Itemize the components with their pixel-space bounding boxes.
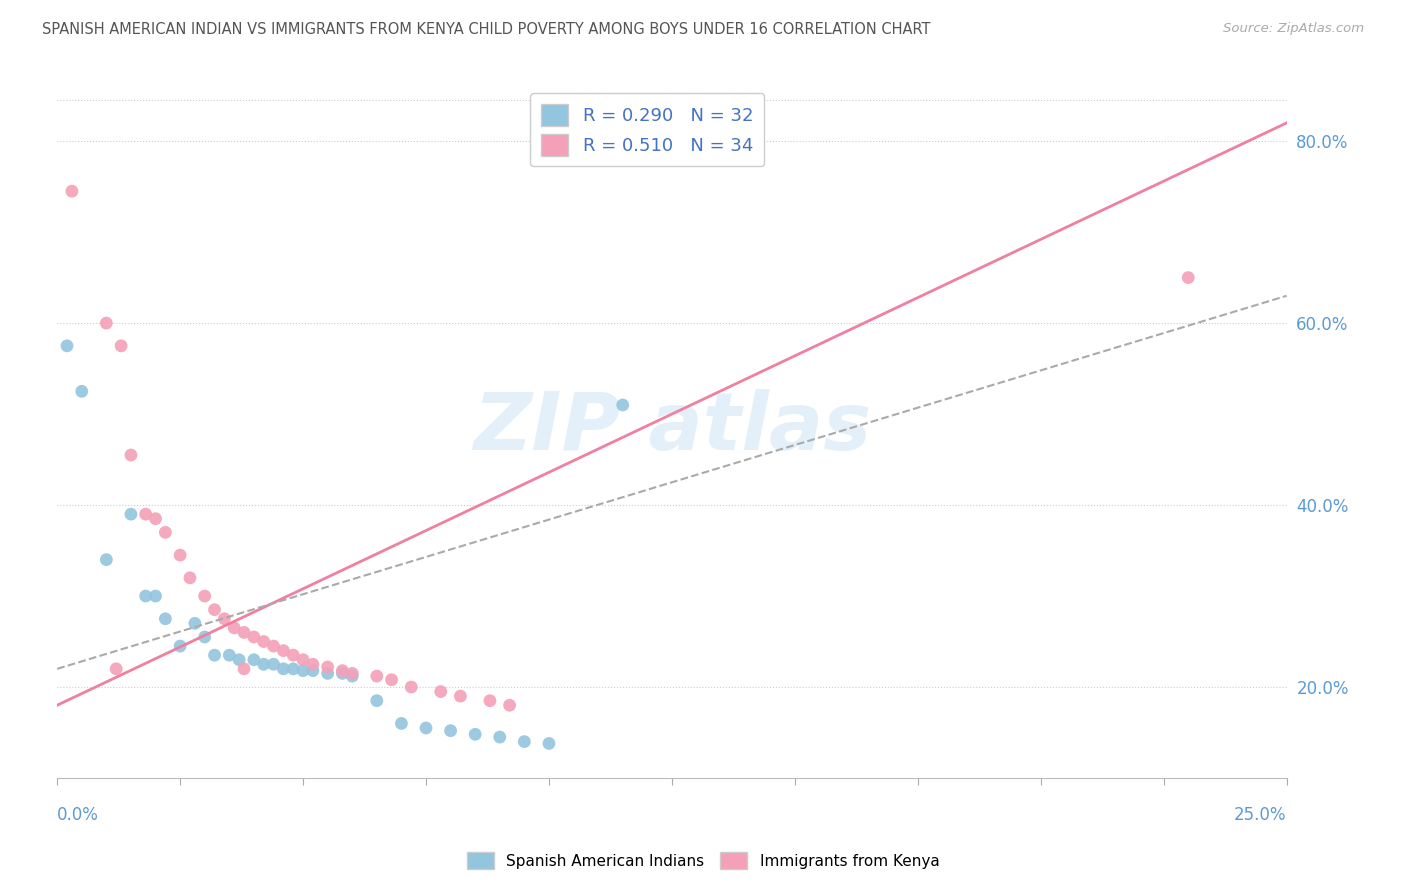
Point xyxy=(449,689,471,703)
Point xyxy=(228,653,250,667)
Point xyxy=(415,721,437,735)
Point xyxy=(194,589,217,603)
Point xyxy=(429,684,451,698)
Text: ZIP atlas: ZIP atlas xyxy=(472,389,870,467)
Point xyxy=(263,657,285,672)
Point xyxy=(169,548,191,562)
Point xyxy=(96,552,118,566)
Point xyxy=(366,694,388,708)
Point xyxy=(273,643,295,657)
Point xyxy=(179,571,201,585)
Point xyxy=(60,184,83,198)
Point xyxy=(513,734,536,748)
Point xyxy=(342,666,364,681)
Point xyxy=(184,616,207,631)
Point xyxy=(316,660,339,674)
Point xyxy=(488,730,510,744)
Point xyxy=(332,664,354,678)
Text: 0.0%: 0.0% xyxy=(58,806,98,824)
Point xyxy=(253,657,276,672)
Point xyxy=(224,621,246,635)
Text: SPANISH AMERICAN INDIAN VS IMMIGRANTS FROM KENYA CHILD POVERTY AMONG BOYS UNDER : SPANISH AMERICAN INDIAN VS IMMIGRANTS FR… xyxy=(42,22,931,37)
Point xyxy=(283,662,305,676)
Point xyxy=(120,448,142,462)
Point xyxy=(439,723,461,738)
Point xyxy=(204,603,226,617)
Point xyxy=(120,507,142,521)
Point xyxy=(105,662,128,676)
Point xyxy=(464,727,486,741)
Point xyxy=(243,653,266,667)
Point xyxy=(145,512,167,526)
Point xyxy=(218,648,240,663)
Point xyxy=(612,398,634,412)
Point xyxy=(381,673,404,687)
Point xyxy=(194,630,217,644)
Point xyxy=(135,589,157,603)
Point xyxy=(292,664,315,678)
Legend: Spanish American Indians, Immigrants from Kenya: Spanish American Indians, Immigrants fro… xyxy=(461,846,945,875)
Point xyxy=(155,612,177,626)
Point xyxy=(263,639,285,653)
Point xyxy=(283,648,305,663)
Legend: R = 0.290   N = 32, R = 0.510   N = 34: R = 0.290 N = 32, R = 0.510 N = 34 xyxy=(530,94,763,167)
Point xyxy=(498,698,520,713)
Point xyxy=(366,669,388,683)
Point xyxy=(214,612,236,626)
Point xyxy=(110,339,132,353)
Point xyxy=(342,669,364,683)
Point xyxy=(56,339,79,353)
Point xyxy=(537,736,560,750)
Point xyxy=(253,634,276,648)
Point xyxy=(169,639,191,653)
Point xyxy=(302,664,325,678)
Point xyxy=(96,316,118,330)
Point xyxy=(1177,270,1199,285)
Point xyxy=(155,525,177,540)
Point xyxy=(135,507,157,521)
Point xyxy=(273,662,295,676)
Point xyxy=(145,589,167,603)
Point xyxy=(243,630,266,644)
Point xyxy=(233,625,256,640)
Point xyxy=(391,716,413,731)
Point xyxy=(316,666,339,681)
Point xyxy=(332,666,354,681)
Point xyxy=(292,653,315,667)
Text: Source: ZipAtlas.com: Source: ZipAtlas.com xyxy=(1223,22,1364,36)
Point xyxy=(302,657,325,672)
Point xyxy=(233,662,256,676)
Text: 25.0%: 25.0% xyxy=(1234,806,1286,824)
Point xyxy=(204,648,226,663)
Point xyxy=(478,694,501,708)
Point xyxy=(70,384,93,399)
Point xyxy=(399,680,422,694)
